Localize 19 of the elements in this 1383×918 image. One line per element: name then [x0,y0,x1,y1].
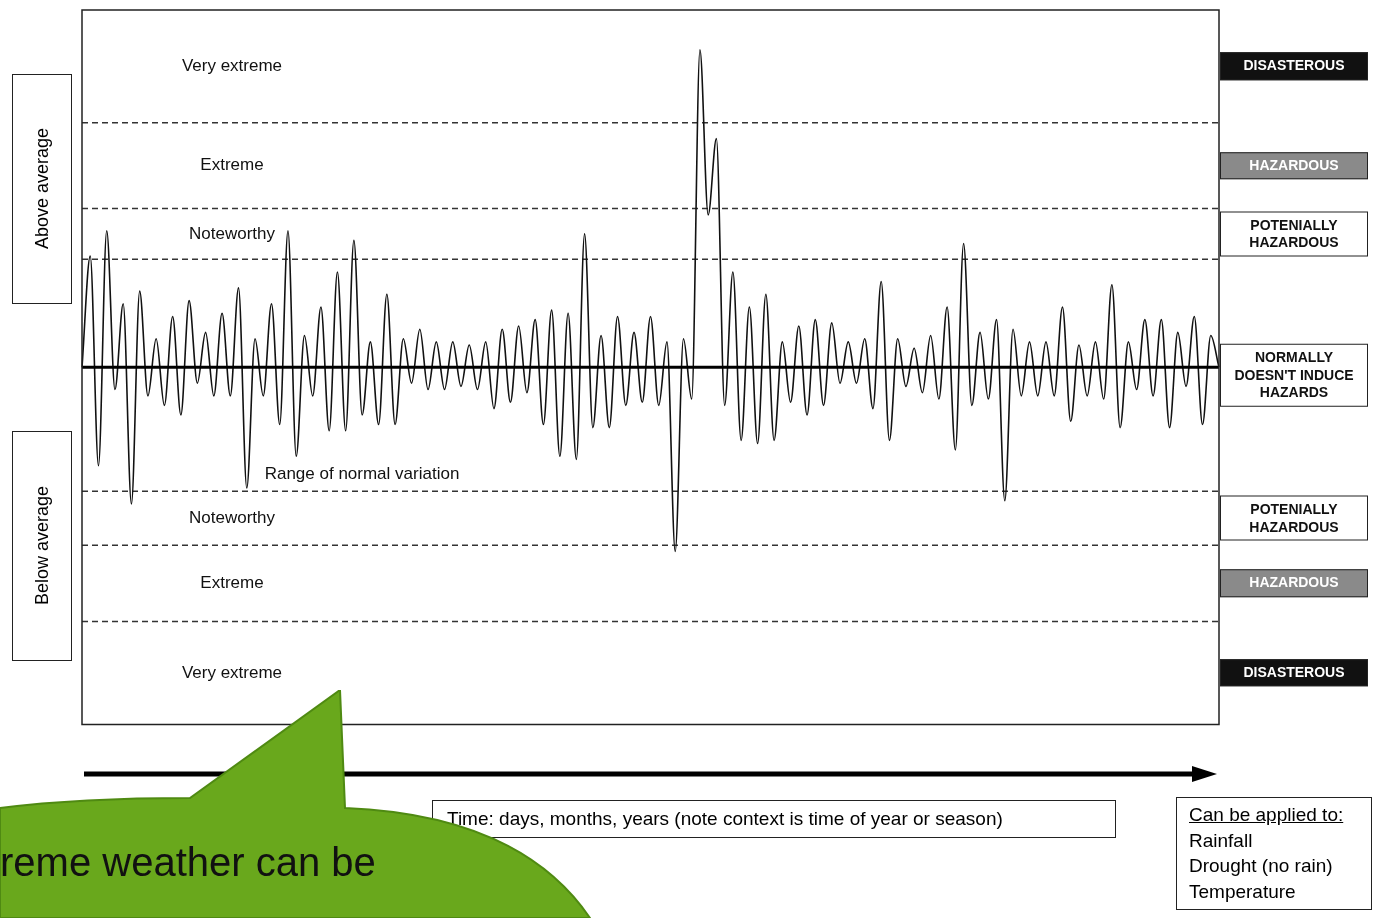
text: Very extreme [181,662,283,682]
text: DISASTEROUS [1220,52,1368,81]
annotation: Noteworthy [189,507,276,527]
text: NORMALLY DOESN'T INDUCE HAZARDS [1220,343,1368,407]
text: POTENIALLY HAZARDOUS [1220,495,1368,541]
text: Extreme [200,572,264,592]
text: Time: days, months, years (note context is time of year or season) [432,800,1116,838]
text: POTENIALLY HAZARDOUS [1220,211,1368,257]
text: HAZARDOUS [1220,151,1368,180]
text: HAZARDOUS [1220,569,1368,598]
text: Below average [31,486,53,606]
text: Above average [31,128,53,250]
text: Can be applied to: Rainfall Drought (no rain) Temperature [1176,797,1372,910]
annotation: Noteworthy [189,223,276,243]
text: reme weather can be [0,840,376,885]
annotation: Extreme [200,155,264,175]
annotation: Very extreme [181,56,283,76]
text: DISASTEROUS [1220,659,1368,687]
annotation: Range of normal variation [264,464,460,484]
